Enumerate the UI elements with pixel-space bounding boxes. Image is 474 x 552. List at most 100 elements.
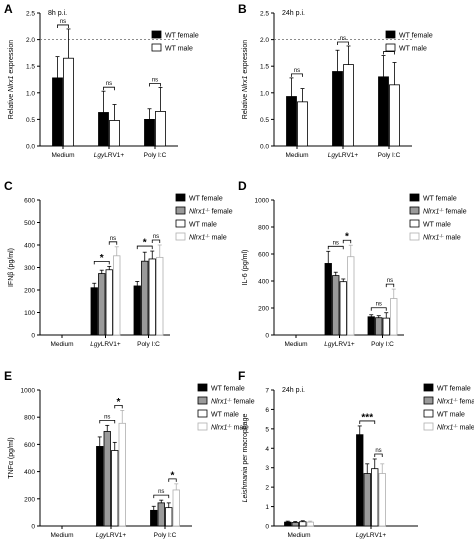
y-tick-label: 1000 xyxy=(21,388,36,395)
panel-letter-a: A xyxy=(4,2,13,16)
significance-bracket xyxy=(359,420,376,424)
legend-swatch xyxy=(423,396,434,405)
legend-swatch xyxy=(175,206,186,215)
legend-swatch xyxy=(197,383,208,392)
y-tick-label: 0.5 xyxy=(26,117,35,124)
bar xyxy=(113,255,121,336)
bar xyxy=(332,71,343,147)
bar xyxy=(339,281,347,336)
significance-bracket xyxy=(374,453,383,457)
significance-bracket xyxy=(99,419,116,424)
bar xyxy=(382,317,390,336)
bar xyxy=(375,317,383,336)
y-tick-label: 1.0 xyxy=(26,90,35,97)
y-tick-label: 2.0 xyxy=(26,37,35,44)
significance-bracket xyxy=(136,245,153,250)
bar xyxy=(148,258,156,336)
chart-panel-a: 0.0 0.5 1.0 1.5 2.0 2.5 Relative Nlrx1 express… xyxy=(8,10,199,159)
y-tick-label: 0.5 xyxy=(260,117,269,124)
x-tick-label: Poly I:C xyxy=(137,341,160,348)
legend-swatch xyxy=(385,30,396,39)
legend-entry: WT female xyxy=(211,386,245,393)
x-tick-label: Medium xyxy=(287,532,310,539)
legend-swatch xyxy=(385,43,396,52)
legend-entry: Nlrx1-/- male xyxy=(189,233,227,242)
y-tick-label: 600 xyxy=(258,252,269,259)
x-tick-label: LgyLRV1+ xyxy=(96,532,127,539)
bar xyxy=(356,434,364,527)
bar xyxy=(297,101,308,147)
y-tick-label: 500 xyxy=(24,220,35,227)
bar xyxy=(371,468,379,527)
y-axis-label: Leishmania per macrophage xyxy=(242,414,249,503)
y-axis-label: IFNβ (pg/ml) xyxy=(8,248,15,287)
legend-swatch xyxy=(423,383,434,392)
y-tick-label: 1.5 xyxy=(260,64,269,71)
legend-swatch xyxy=(409,219,420,228)
legend-swatch xyxy=(197,409,208,418)
bar xyxy=(299,521,307,527)
significance-label: ns xyxy=(376,302,382,308)
x-tick-label: Poly I:C xyxy=(154,532,177,539)
bar xyxy=(286,96,297,147)
legend-entry: Nlrx1-/- male xyxy=(211,423,249,432)
legend-swatch xyxy=(409,232,420,241)
y-axis-label: Relative Nlrx1 expression xyxy=(242,40,249,119)
significance-bracket xyxy=(93,260,110,265)
legend-swatch xyxy=(151,43,162,52)
y-tick-label: 200 xyxy=(24,496,35,503)
significance-label: ns xyxy=(387,278,393,284)
bar xyxy=(105,269,113,336)
x-tick-label: LgyLRV1+ xyxy=(356,532,387,539)
x-tick-label: Poly I:C xyxy=(371,341,394,348)
y-tick-label: 200 xyxy=(24,288,35,295)
bar xyxy=(367,316,375,336)
significance-label: ns xyxy=(375,448,381,454)
significance-bracket xyxy=(383,51,395,55)
y-tick-label: 6 xyxy=(265,407,269,414)
panel-letters: A B C D E F xyxy=(4,2,247,383)
legend-entry: WT female xyxy=(437,386,471,393)
bar xyxy=(306,521,314,527)
significance-bracket xyxy=(385,283,395,288)
y-axis-label: TNFα (pg/ml) xyxy=(8,437,15,478)
y-tick-label: 4 xyxy=(265,446,269,453)
legend-swatch xyxy=(151,30,162,39)
bar xyxy=(343,64,354,147)
bar xyxy=(378,473,386,527)
significance-label: * xyxy=(100,253,104,264)
bar xyxy=(133,285,141,336)
y-tick-label: 0 xyxy=(31,524,35,531)
legend-entry: Nlrx1-/- male xyxy=(423,233,461,242)
significance-label: ns xyxy=(110,236,116,242)
legend-entry: Nlrx1-/- female xyxy=(437,397,474,406)
bar xyxy=(324,263,332,336)
bar xyxy=(363,473,371,527)
bar xyxy=(144,119,155,147)
significance-label: ns xyxy=(340,36,346,42)
bar xyxy=(52,77,63,147)
legend-entry: Nlrx1-/- male xyxy=(437,423,474,432)
significance-label: ns xyxy=(158,489,164,495)
y-tick-label: 200 xyxy=(258,306,269,313)
legend-swatch xyxy=(409,193,420,202)
chart-panel-f: 0 1 2 3 4 5 6 7 Leishmania per macrophage 24h p.i… xyxy=(242,383,474,539)
legend-entry: WT male xyxy=(437,412,465,419)
legend-swatch xyxy=(409,206,420,215)
panel-annotation: 24h p.i. xyxy=(282,387,305,394)
legend-swatch xyxy=(423,422,434,431)
y-tick-label: 800 xyxy=(24,415,35,422)
legend-entry: WT female xyxy=(165,33,199,40)
panel-annotation: 8h p.i. xyxy=(48,10,67,17)
bar xyxy=(103,431,111,527)
y-tick-label: 2.5 xyxy=(26,11,35,18)
y-axis-label: Relative Nlrx1 expression xyxy=(8,40,15,119)
y-tick-label: 600 xyxy=(24,442,35,449)
legend-entry: WT male xyxy=(165,46,193,53)
significance-bracket xyxy=(151,239,161,243)
significance-bracket xyxy=(291,73,303,77)
y-tick-label: 1 xyxy=(265,504,269,511)
bar xyxy=(165,507,173,527)
legend-entry: Nlrx1-/- female xyxy=(423,207,467,216)
